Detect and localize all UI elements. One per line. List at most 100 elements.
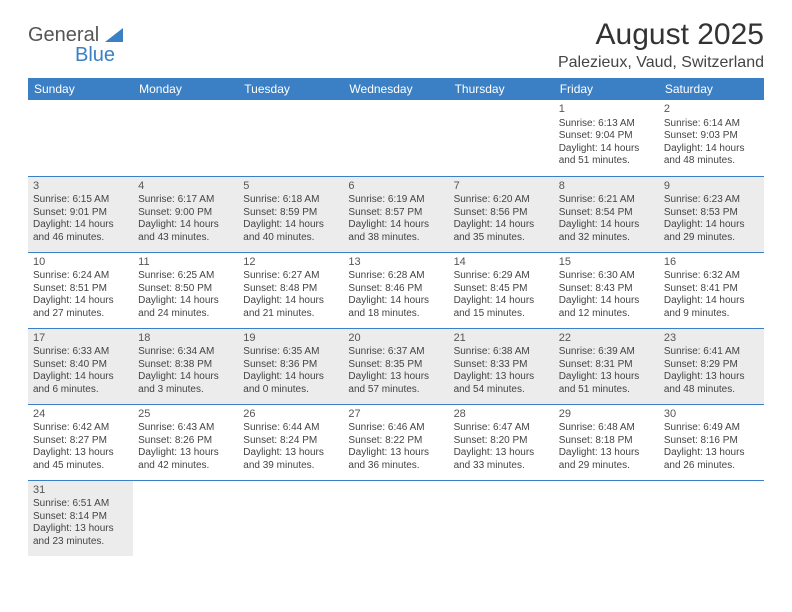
cell-line: Daylight: 14 hours — [33, 219, 128, 232]
cell-line: Sunrise: 6:17 AM — [138, 194, 233, 207]
cell-line: and 6 minutes. — [33, 384, 128, 397]
cell-line: Sunset: 8:59 PM — [243, 207, 338, 220]
cell-line: and 39 minutes. — [243, 460, 338, 473]
cell-line: Sunrise: 6:42 AM — [33, 422, 128, 435]
calendar-cell-empty — [659, 480, 764, 556]
cell-line: Daylight: 13 hours — [33, 523, 128, 536]
cell-line: Daylight: 14 hours — [243, 371, 338, 384]
calendar-cell-empty — [238, 480, 343, 556]
calendar-cell-empty — [554, 480, 659, 556]
calendar-week: 3Sunrise: 6:15 AMSunset: 9:01 PMDaylight… — [28, 176, 764, 252]
day-number: 11 — [138, 256, 233, 270]
cell-line: and 24 minutes. — [138, 308, 233, 321]
cell-line: Daylight: 14 hours — [243, 219, 338, 232]
cell-line: Daylight: 14 hours — [348, 295, 443, 308]
cell-line: Sunset: 8:45 PM — [454, 283, 549, 296]
cell-line: and 43 minutes. — [138, 232, 233, 245]
cell-line: Sunset: 8:27 PM — [33, 435, 128, 448]
header: General Blue August 2025 Palezieux, Vaud… — [28, 18, 764, 72]
cell-line: Sunrise: 6:34 AM — [138, 346, 233, 359]
cell-line: Sunrise: 6:32 AM — [664, 270, 759, 283]
cell-line: Daylight: 14 hours — [559, 219, 654, 232]
cell-line: Daylight: 14 hours — [559, 143, 654, 156]
cell-line: and 57 minutes. — [348, 384, 443, 397]
calendar-cell-empty — [133, 100, 238, 176]
day-number: 13 — [348, 256, 443, 270]
day-header: Wednesday — [343, 78, 448, 100]
calendar-cell: 22Sunrise: 6:39 AMSunset: 8:31 PMDayligh… — [554, 328, 659, 404]
cell-line: Daylight: 14 hours — [33, 295, 128, 308]
calendar-cell: 29Sunrise: 6:48 AMSunset: 8:18 PMDayligh… — [554, 404, 659, 480]
cell-line: Sunrise: 6:21 AM — [559, 194, 654, 207]
day-number: 8 — [559, 180, 654, 194]
day-header: Sunday — [28, 78, 133, 100]
cell-line: and 3 minutes. — [138, 384, 233, 397]
cell-line: and 35 minutes. — [454, 232, 549, 245]
cell-line: Sunrise: 6:41 AM — [664, 346, 759, 359]
day-number: 3 — [33, 180, 128, 194]
day-number: 28 — [454, 408, 549, 422]
calendar-cell: 21Sunrise: 6:38 AMSunset: 8:33 PMDayligh… — [449, 328, 554, 404]
calendar-cell-empty — [343, 480, 448, 556]
cell-line: and 48 minutes. — [664, 384, 759, 397]
cell-line: Sunset: 8:54 PM — [559, 207, 654, 220]
cell-line: Sunset: 8:53 PM — [664, 207, 759, 220]
cell-line: and 42 minutes. — [138, 460, 233, 473]
day-number: 22 — [559, 332, 654, 346]
cell-line: Daylight: 13 hours — [348, 371, 443, 384]
calendar-cell-empty — [133, 480, 238, 556]
cell-line: and 0 minutes. — [243, 384, 338, 397]
calendar-cell: 18Sunrise: 6:34 AMSunset: 8:38 PMDayligh… — [133, 328, 238, 404]
cell-line: and 48 minutes. — [664, 155, 759, 168]
cell-line: Daylight: 14 hours — [559, 295, 654, 308]
day-number: 17 — [33, 332, 128, 346]
cell-line: Sunset: 9:03 PM — [664, 130, 759, 143]
calendar-cell: 4Sunrise: 6:17 AMSunset: 9:00 PMDaylight… — [133, 176, 238, 252]
cell-line: and 23 minutes. — [33, 536, 128, 549]
cell-line: Sunrise: 6:19 AM — [348, 194, 443, 207]
cell-line: Sunset: 8:31 PM — [559, 359, 654, 372]
calendar-cell: 12Sunrise: 6:27 AMSunset: 8:48 PMDayligh… — [238, 252, 343, 328]
calendar-cell: 28Sunrise: 6:47 AMSunset: 8:20 PMDayligh… — [449, 404, 554, 480]
calendar-header-row: SundayMondayTuesdayWednesdayThursdayFrid… — [28, 78, 764, 100]
calendar-cell: 8Sunrise: 6:21 AMSunset: 8:54 PMDaylight… — [554, 176, 659, 252]
cell-line: and 54 minutes. — [454, 384, 549, 397]
cell-line: Daylight: 14 hours — [664, 295, 759, 308]
cell-line: Daylight: 13 hours — [243, 447, 338, 460]
day-number: 16 — [664, 256, 759, 270]
cell-line: and 9 minutes. — [664, 308, 759, 321]
calendar-week: 17Sunrise: 6:33 AMSunset: 8:40 PMDayligh… — [28, 328, 764, 404]
calendar-cell-empty — [449, 100, 554, 176]
calendar-cell: 25Sunrise: 6:43 AMSunset: 8:26 PMDayligh… — [133, 404, 238, 480]
day-number: 7 — [454, 180, 549, 194]
day-number: 2 — [664, 103, 759, 117]
cell-line: and 27 minutes. — [33, 308, 128, 321]
cell-line: Daylight: 13 hours — [33, 447, 128, 460]
day-number: 5 — [243, 180, 338, 194]
cell-line: Sunrise: 6:14 AM — [664, 118, 759, 131]
calendar-week: 1Sunrise: 6:13 AMSunset: 9:04 PMDaylight… — [28, 100, 764, 176]
calendar-cell: 23Sunrise: 6:41 AMSunset: 8:29 PMDayligh… — [659, 328, 764, 404]
calendar-cell: 5Sunrise: 6:18 AMSunset: 8:59 PMDaylight… — [238, 176, 343, 252]
day-header: Tuesday — [238, 78, 343, 100]
cell-line: Sunrise: 6:44 AM — [243, 422, 338, 435]
cell-line: Sunrise: 6:46 AM — [348, 422, 443, 435]
cell-line: and 21 minutes. — [243, 308, 338, 321]
calendar-cell: 1Sunrise: 6:13 AMSunset: 9:04 PMDaylight… — [554, 100, 659, 176]
calendar-cell: 13Sunrise: 6:28 AMSunset: 8:46 PMDayligh… — [343, 252, 448, 328]
day-header: Monday — [133, 78, 238, 100]
cell-line: Sunset: 8:43 PM — [559, 283, 654, 296]
cell-line: Sunset: 8:35 PM — [348, 359, 443, 372]
month-title: August 2025 — [558, 18, 764, 52]
cell-line: Sunrise: 6:30 AM — [559, 270, 654, 283]
day-header: Thursday — [449, 78, 554, 100]
calendar-cell: 9Sunrise: 6:23 AMSunset: 8:53 PMDaylight… — [659, 176, 764, 252]
cell-line: Sunrise: 6:48 AM — [559, 422, 654, 435]
cell-line: Sunset: 8:51 PM — [33, 283, 128, 296]
day-number: 19 — [243, 332, 338, 346]
day-number: 25 — [138, 408, 233, 422]
cell-line: Daylight: 14 hours — [33, 371, 128, 384]
day-number: 15 — [559, 256, 654, 270]
cell-line: and 32 minutes. — [559, 232, 654, 245]
cell-line: Sunrise: 6:33 AM — [33, 346, 128, 359]
